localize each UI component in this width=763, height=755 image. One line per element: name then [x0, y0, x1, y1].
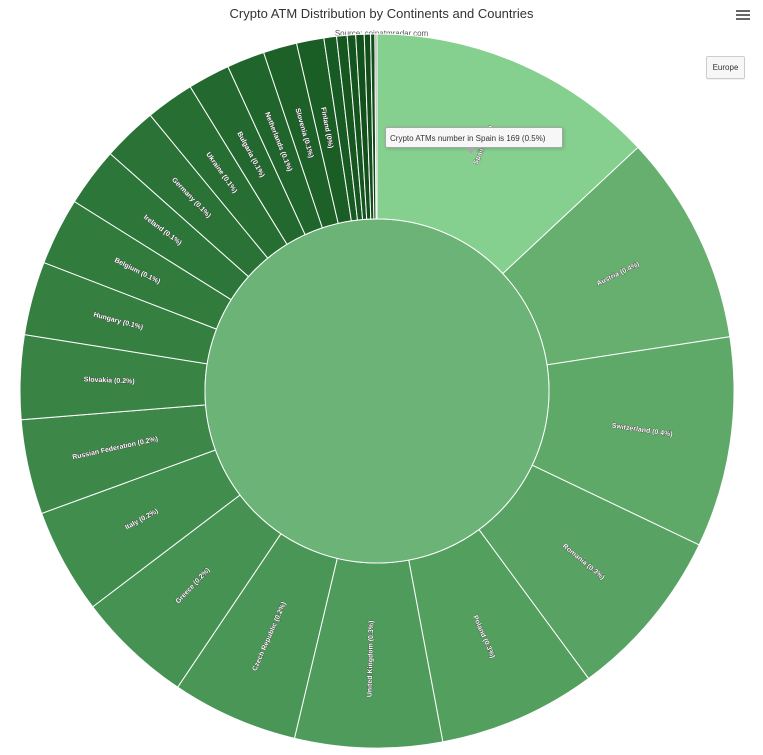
drillup-breadcrumb-button[interactable]: Europe [706, 56, 745, 79]
chart-title: Crypto ATM Distribution by Continents an… [229, 6, 534, 21]
slice-label-united-kingdom: United Kingdom (0.3%) [367, 621, 376, 698]
tooltip: Crypto ATMs number in Spain is 169 (0.5%… [385, 127, 563, 148]
slice-label-slovakia: Slovakia (0.2%) [84, 376, 135, 385]
hamburger-menu-icon[interactable] [734, 8, 752, 24]
chart-subtitle: Source: coinatmradar.com [334, 29, 429, 38]
tooltip-pointer [466, 148, 476, 154]
sunburst-center-europe[interactable] [204, 218, 550, 564]
sunburst-slices [19, 33, 735, 749]
